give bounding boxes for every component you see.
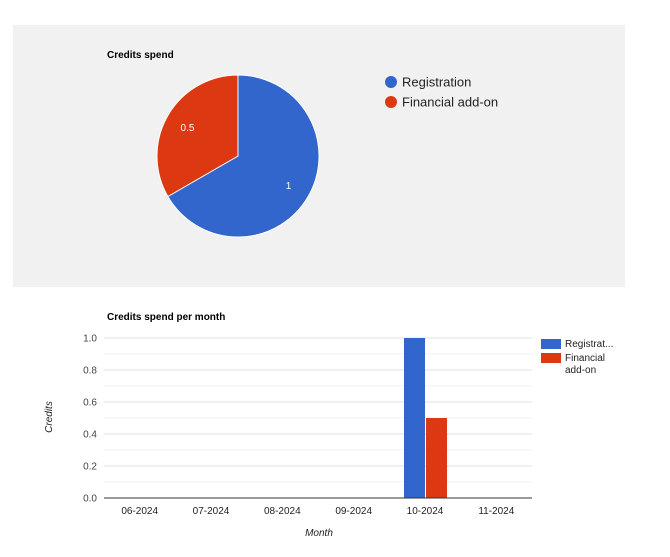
pie-chart-title: Credits spend <box>107 50 174 61</box>
pie-slice-label: 0.5 <box>181 123 195 134</box>
pie-legend-label: Registration <box>402 75 471 90</box>
x-tick-label: 06-2024 <box>121 506 158 517</box>
y-tick-label: 1.0 <box>83 334 97 345</box>
legend-marker-icon <box>385 76 397 88</box>
pie-slice-label: 1 <box>286 181 292 192</box>
pie-slice-0 <box>167 74 320 238</box>
pie-chart: 10.5 <box>156 74 320 238</box>
bar-legend-label: Registrat... <box>565 339 613 350</box>
x-tick-label: 10-2024 <box>407 506 444 517</box>
bar-grid: 0.0 0.2 0.4 0.6 0.8 1.0 <box>83 334 532 505</box>
bar-10-2024-1 <box>426 418 447 498</box>
y-axis-title: Credits <box>44 401 55 433</box>
y-tick-label: 0.4 <box>83 430 97 441</box>
legend-marker-icon <box>385 96 397 108</box>
x-tick-label: 11-2024 <box>478 506 514 517</box>
bar-chart-title: Credits spend per month <box>107 312 225 323</box>
bar-chart: 06-2024 07-2024 08-2024 09-2024 10-2024 11-20… <box>104 338 532 517</box>
y-tick-label: 0.8 <box>83 366 97 377</box>
bar-legend-label: add-on <box>565 365 596 376</box>
y-tick-label: 0.2 <box>83 462 97 473</box>
pie-legend-label: Financial add-on <box>402 95 498 110</box>
x-tick-label: 09-2024 <box>335 506 372 517</box>
x-tick-label: 07-2024 <box>193 506 230 517</box>
bar-10-2024-0 <box>404 338 425 498</box>
pie-legend: Registration Financial add-on <box>385 75 498 110</box>
x-axis-title: Month <box>305 528 333 539</box>
y-tick-label: 0.6 <box>83 398 97 409</box>
bar-legend-label: Financial <box>565 353 605 364</box>
pie-slice-1 <box>156 74 239 198</box>
legend-swatch <box>541 339 561 349</box>
legend-swatch <box>541 353 561 363</box>
x-tick-label: 08-2024 <box>264 506 301 517</box>
y-tick-label: 0.0 <box>83 494 97 505</box>
